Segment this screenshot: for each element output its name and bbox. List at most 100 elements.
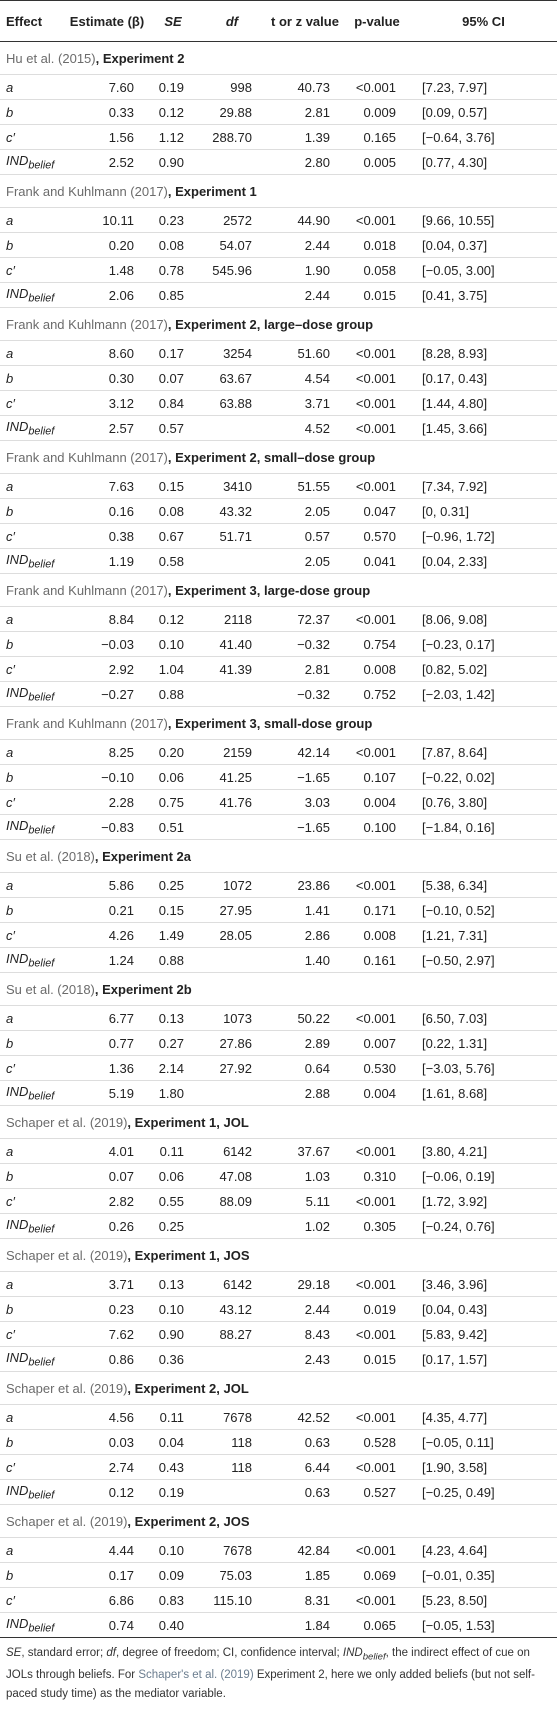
column-header: Estimate (β) — [66, 0, 148, 42]
citation-link[interactable]: Frank and Kuhlmann (2017) — [6, 582, 168, 598]
citation-link[interactable]: Schaper's et al. (2019) — [138, 1669, 254, 1682]
section-row: Frank and Kuhlmann (2017), Experiment 3,… — [0, 573, 557, 607]
value-cell: 0.25 — [148, 872, 198, 898]
value-cell: 0.12 — [66, 1479, 148, 1505]
effect-label: a — [0, 872, 66, 898]
column-header: df — [198, 0, 266, 42]
citation-link[interactable]: Schaper et al. (2019) — [6, 1114, 128, 1130]
value-cell: <0.001 — [344, 1537, 410, 1563]
data-row: INDbelief 2.57 0.57 4.52 <0.001 [1.45, 3.66] — [0, 415, 557, 441]
value-cell: −0.27 — [66, 681, 148, 707]
value-cell: 28.05 — [198, 922, 266, 948]
data-row: c′ 1.36 2.14 27.92 0.64 0.530 [−3.03, 5.76] — [0, 1055, 557, 1081]
effect-label: c′ — [0, 257, 66, 283]
value-cell: −0.83 — [66, 814, 148, 840]
effect-label: b — [0, 99, 66, 125]
ci-cell: [0.41, 3.75] — [410, 282, 557, 308]
value-cell: 0.23 — [66, 1296, 148, 1322]
effect-label: INDbelief — [0, 681, 66, 707]
value-cell: 0.57 — [148, 415, 198, 441]
effect-label: b — [0, 232, 66, 258]
value-cell: 23.86 — [266, 872, 344, 898]
ci-cell: [1.21, 7.31] — [410, 922, 557, 948]
value-cell: 4.26 — [66, 922, 148, 948]
effect-label: b — [0, 897, 66, 923]
value-cell: <0.001 — [344, 390, 410, 416]
value-cell: 0.38 — [66, 523, 148, 549]
value-cell: 2572 — [198, 207, 266, 233]
citation-link[interactable]: Frank and Kuhlmann (2017) — [6, 449, 168, 465]
value-cell: 0.08 — [148, 498, 198, 524]
value-cell: 0.007 — [344, 1030, 410, 1056]
data-row: c′ 2.92 1.04 41.39 2.81 0.008 [0.82, 5.02] — [0, 656, 557, 682]
value-cell: 0.20 — [66, 232, 148, 258]
data-row: INDbelief 1.24 0.88 1.40 0.161 [−0.50, 2.97] — [0, 947, 557, 973]
data-row: a 8.25 0.20 2159 42.14 <0.001 [7.87, 8.64] — [0, 739, 557, 765]
value-cell: 2.14 — [148, 1055, 198, 1081]
section-cell: Hu et al. (2015), Experiment 2 — [0, 41, 557, 75]
citation-link[interactable]: Frank and Kuhlmann (2017) — [6, 183, 168, 199]
effect-text: IND — [6, 684, 29, 700]
value-cell: 51.71 — [198, 523, 266, 549]
value-cell: −0.03 — [66, 631, 148, 657]
value-cell: 4.01 — [66, 1138, 148, 1164]
data-row: c′ 2.82 0.55 88.09 5.11 <0.001 [1.72, 3.92] — [0, 1188, 557, 1214]
section-row: Schaper et al. (2019), Experiment 1, JOS — [0, 1238, 557, 1272]
value-cell: <0.001 — [344, 1188, 410, 1214]
value-cell: 0.008 — [344, 656, 410, 682]
value-cell: −0.32 — [266, 631, 344, 657]
value-cell: <0.001 — [344, 207, 410, 233]
ci-cell: [−0.01, 0.35] — [410, 1562, 557, 1588]
effect-text: IND — [6, 551, 29, 567]
ci-cell: [0.77, 4.30] — [410, 149, 557, 175]
value-cell: 0.16 — [66, 498, 148, 524]
value-cell: 0.07 — [66, 1163, 148, 1189]
data-row: b 0.03 0.04 118 0.63 0.528 [−0.05, 0.11] — [0, 1429, 557, 1455]
citation-link[interactable]: Schaper et al. (2019) — [6, 1513, 128, 1529]
value-cell: 0.11 — [148, 1138, 198, 1164]
data-row: a 6.77 0.13 1073 50.22 <0.001 [6.50, 7.03] — [0, 1005, 557, 1031]
effect-text: IND — [6, 1615, 29, 1631]
value-cell: 3.71 — [266, 390, 344, 416]
effect-label: INDbelief — [0, 1213, 66, 1239]
empty-cell — [198, 548, 266, 574]
value-cell: 1.85 — [266, 1562, 344, 1588]
empty-cell — [198, 947, 266, 973]
value-cell: 8.25 — [66, 739, 148, 765]
value-cell: 3.12 — [66, 390, 148, 416]
citation-link[interactable]: Schaper et al. (2019) — [6, 1247, 128, 1263]
value-cell: 0.25 — [148, 1213, 198, 1239]
value-cell: <0.001 — [344, 74, 410, 100]
ci-cell: [1.72, 3.92] — [410, 1188, 557, 1214]
ci-cell: [3.80, 4.21] — [410, 1138, 557, 1164]
citation-link[interactable]: Frank and Kuhlmann (2017) — [6, 715, 168, 731]
value-cell: 43.12 — [198, 1296, 266, 1322]
value-cell: 0.07 — [148, 365, 198, 391]
effect-label: a — [0, 1404, 66, 1430]
citation-link[interactable]: Su et al. (2018) — [6, 981, 95, 997]
effect-label: INDbelief — [0, 415, 66, 441]
ci-cell: [−3.03, 5.76] — [410, 1055, 557, 1081]
value-cell: <0.001 — [344, 1271, 410, 1297]
citation-link[interactable]: Schaper et al. (2019) — [6, 1380, 128, 1396]
value-cell: 2.89 — [266, 1030, 344, 1056]
value-cell: <0.001 — [344, 1005, 410, 1031]
value-cell: 1.03 — [266, 1163, 344, 1189]
citation-link[interactable]: Su et al. (2018) — [6, 848, 95, 864]
value-cell: 40.73 — [266, 74, 344, 100]
ci-cell: [7.87, 8.64] — [410, 739, 557, 765]
value-cell: 0.19 — [148, 74, 198, 100]
ci-cell: [−0.96, 1.72] — [410, 523, 557, 549]
data-row: INDbelief 2.52 0.90 2.80 0.005 [0.77, 4.30] — [0, 149, 557, 175]
value-cell: −1.65 — [266, 764, 344, 790]
citation-link[interactable]: Hu et al. (2015) — [6, 50, 96, 66]
data-row: c′ 1.48 0.78 545.96 1.90 0.058 [−0.05, 3.00] — [0, 257, 557, 283]
section-detail: , Experiment 2, JOS — [127, 1513, 250, 1529]
value-cell: 0.08 — [148, 232, 198, 258]
citation-link[interactable]: Frank and Kuhlmann (2017) — [6, 316, 168, 332]
value-cell: 0.88 — [148, 681, 198, 707]
value-cell: 0.58 — [148, 548, 198, 574]
effect-label: b — [0, 498, 66, 524]
value-cell: 42.84 — [266, 1537, 344, 1563]
value-cell: 0.85 — [148, 282, 198, 308]
